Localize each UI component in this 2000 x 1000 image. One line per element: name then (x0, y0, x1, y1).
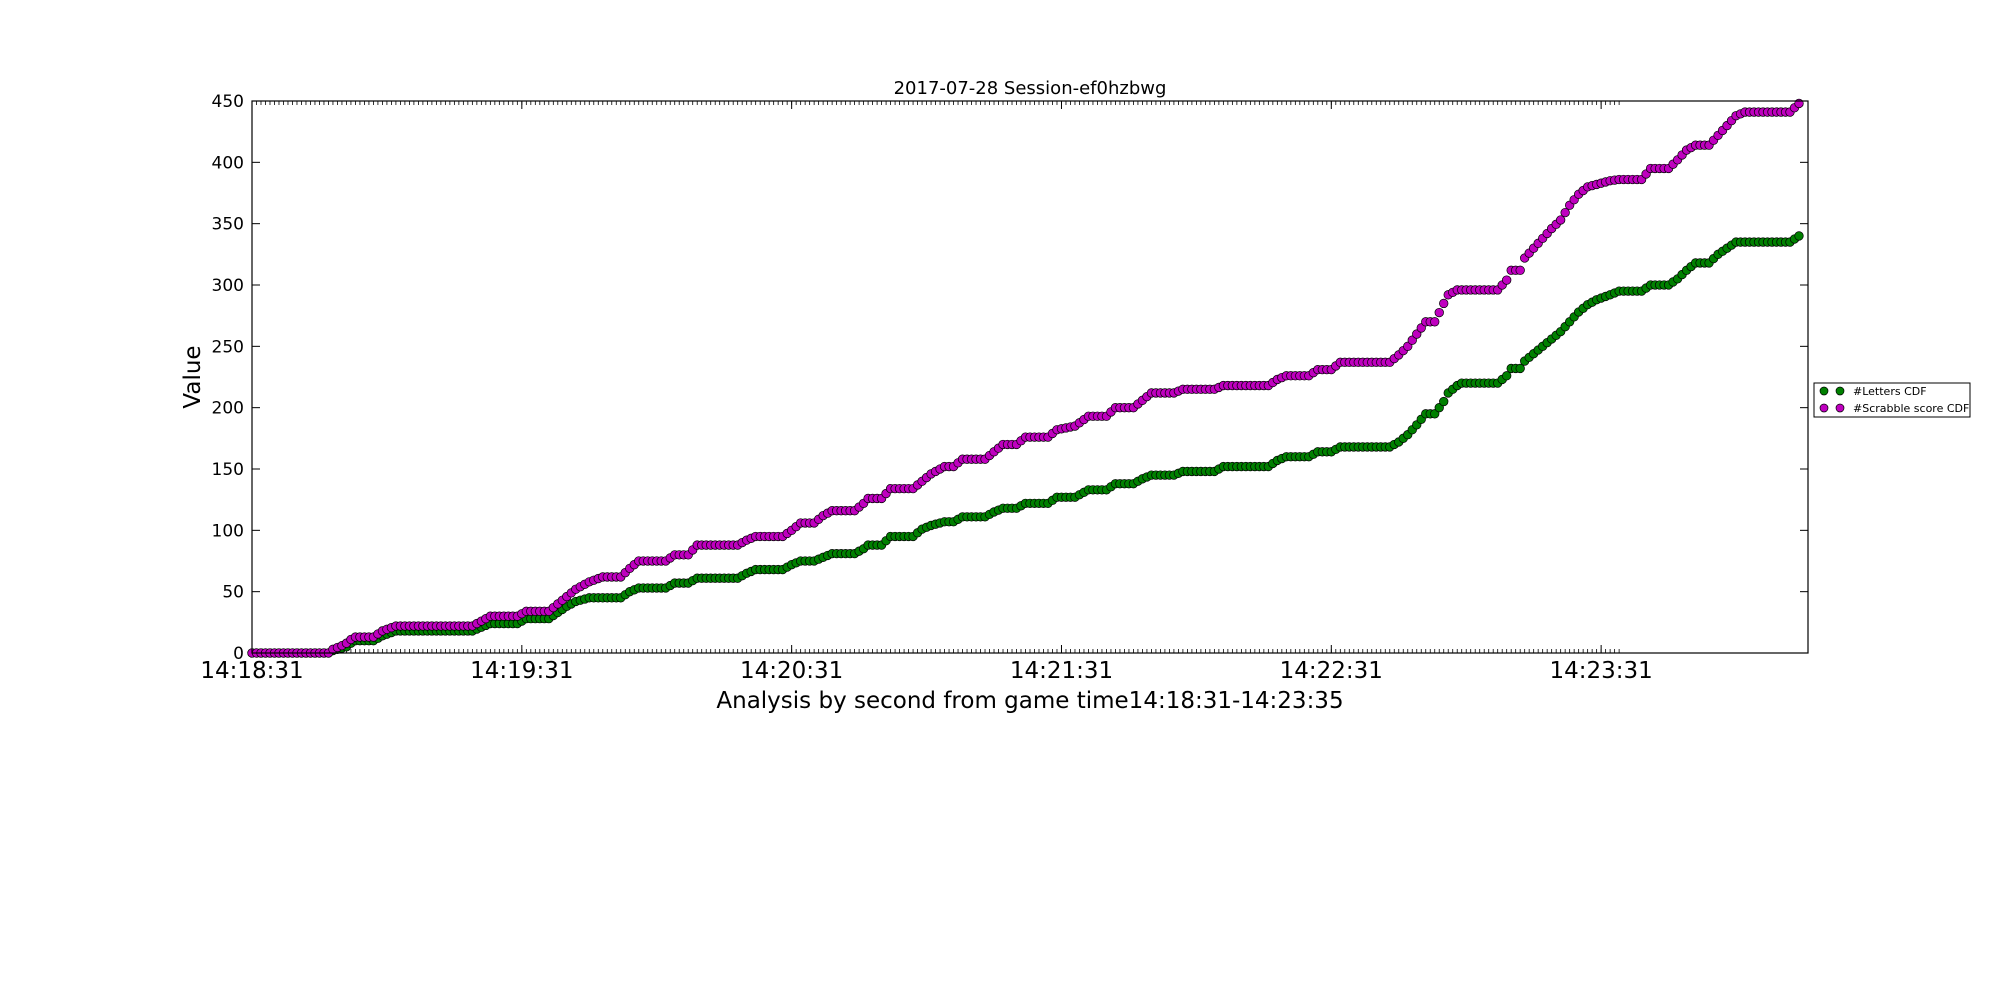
data-point (1794, 231, 1804, 241)
y-tick-label: 450 (212, 92, 244, 112)
legend-label: #Letters CDF (1853, 385, 1927, 398)
data-point (1439, 396, 1449, 407)
data-point (1515, 363, 1525, 374)
data-point (1434, 307, 1444, 318)
axis-ticks (251, 100, 1808, 654)
legend-label: #Scrabble score CDF (1853, 402, 1969, 415)
data-point (1515, 265, 1525, 275)
y-tick-label: 50 (222, 583, 244, 603)
series-scrabble (247, 98, 1804, 658)
x-tick-label: 14:23:31 (1549, 658, 1652, 684)
y-tick-labels: 0 50 100 150 200 250 300 350 400 450 (212, 92, 244, 664)
y-tick-label: 250 (212, 337, 244, 357)
data-point (1502, 371, 1512, 381)
plot-area (252, 101, 1808, 653)
y-tick-label: 400 (212, 153, 244, 173)
x-tick-label: 14:19:31 (470, 658, 573, 684)
y-axis-label: Value (180, 345, 206, 408)
y-tick-label: 0 (233, 644, 244, 664)
data-marks (247, 98, 1804, 658)
data-point (1430, 317, 1440, 327)
legend: #Letters CDF #Scrabble score CDF (1813, 382, 1971, 418)
y-tick-label: 100 (212, 521, 244, 541)
chart-title: 2017-07-28 Session-ef0hzbwg (894, 78, 1167, 99)
y-tick-label: 200 (212, 399, 244, 419)
x-tick-label: 14:18:31 (200, 658, 303, 684)
x-axis-label: Analysis by second from game time14:18:3… (716, 688, 1343, 714)
x-tick-label: 14:21:31 (1010, 658, 1113, 684)
data-point (1556, 215, 1566, 225)
data-point (1439, 298, 1449, 309)
y-tick-label: 300 (212, 276, 244, 296)
y-tick-label: 150 (212, 460, 244, 480)
data-point (1560, 207, 1570, 218)
data-point (1502, 275, 1512, 285)
plot-frame (251, 100, 1809, 654)
legend-marker (1835, 403, 1845, 413)
x-tick-labels: 14:18:31 14:19:31 14:20:31 14:21:31 14:22:31… (200, 658, 1652, 684)
y-tick-label: 350 (212, 215, 244, 235)
x-tick-label: 14:22:31 (1280, 658, 1383, 684)
x-tick-label: 14:20:31 (740, 658, 843, 684)
legend-marker (1835, 386, 1845, 396)
legend-marker (1819, 386, 1829, 396)
legend-marker (1819, 403, 1829, 413)
